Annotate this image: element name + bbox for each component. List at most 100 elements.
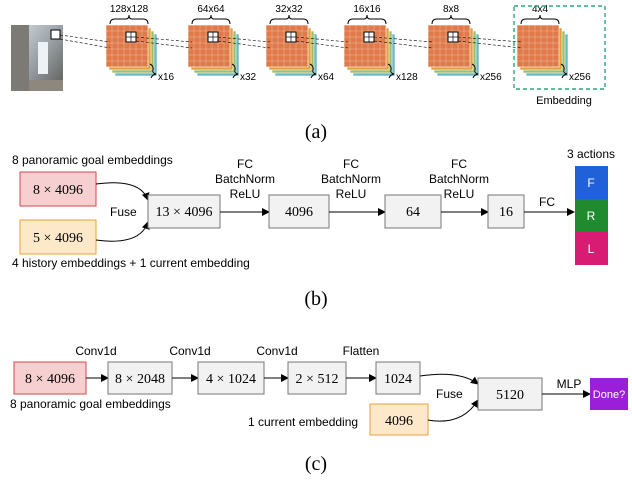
svg-text:FC: FC <box>237 157 253 171</box>
hidden-box-16 <box>487 194 525 229</box>
action-l-box <box>575 232 608 265</box>
stage-count-label: x256 <box>480 72 502 83</box>
flat-to-fuse-arrow <box>419 373 479 385</box>
svg-text:BatchNorm: BatchNorm <box>321 172 381 186</box>
projection-line <box>217 36 271 43</box>
feature-map-layer <box>265 24 309 68</box>
box-4x1024 <box>197 361 265 395</box>
fused-box-label: 13 × 4096 <box>156 205 213 220</box>
svg-text:FC: FC <box>451 157 467 171</box>
history-embeddings-box-label: 5 × 4096 <box>33 231 83 246</box>
brace-side <box>149 63 157 79</box>
conv1d-label-1: Conv1d <box>75 344 116 358</box>
stage-count-label: x128 <box>396 72 418 83</box>
svg-text:ReLU: ReLU <box>444 187 475 201</box>
stage-size-label: 128x128 <box>110 4 149 15</box>
box-1024-flat-label: 1024 <box>384 372 412 387</box>
svg-text:FC: FC <box>343 157 359 171</box>
brace-top <box>431 14 471 25</box>
goal-embeddings-caption: 8 panoramic goal embeddings <box>12 153 173 167</box>
projection-line <box>295 40 349 49</box>
action-r-box <box>575 199 608 232</box>
action-l-label: L <box>588 242 595 256</box>
hidden-box-4096-label: 4096 <box>285 205 313 220</box>
brace-top <box>191 14 231 25</box>
goal-to-fuse-arrow <box>95 182 150 201</box>
fc-bn-relu-label-2: FC BatchNorm ReLU <box>321 157 381 201</box>
fc-label-final: FC <box>539 195 555 209</box>
feature-stages: 128x128 x16 64x64 x32 32x32 x64 16x16 x128 8x8 x2… <box>59 4 591 83</box>
caption-a: (a) <box>305 121 327 143</box>
stage-size-label: 16x16 <box>353 4 381 15</box>
box-1024-flat <box>375 361 421 395</box>
action-f-box <box>575 166 608 199</box>
feature-map-layer <box>516 24 560 68</box>
actions-title: 3 actions <box>567 147 615 161</box>
current-embedding-box <box>369 403 429 436</box>
stage-size-label: 4x4 <box>532 4 549 15</box>
projection-line <box>457 36 522 43</box>
svg-text:ReLU: ReLU <box>230 187 261 201</box>
stage-size-label: 64x64 <box>197 4 225 15</box>
hidden-box-4096 <box>268 194 330 229</box>
brace-top <box>347 14 387 25</box>
panel-a: 128x128 x16 64x64 x32 32x32 x64 16x16 x128 8x8 x2… <box>11 4 606 143</box>
brace-side <box>231 63 239 79</box>
history-embeddings-caption: 4 history embeddings + 1 current embeddi… <box>12 256 250 270</box>
panel-c: Conv1d Conv1d Conv1d Flatten 8 × 4096 8 … <box>10 344 628 475</box>
current-embedding-caption: 1 current embedding <box>248 415 358 429</box>
brace-side <box>471 63 479 79</box>
projection-line <box>135 40 193 49</box>
stage-size-label: 8x8 <box>443 4 460 15</box>
current-embedding-box-label: 4096 <box>385 414 413 429</box>
conv1d-label-3: Conv1d <box>256 344 297 358</box>
brace-top <box>520 14 560 25</box>
embedding-label: Embedding <box>536 95 592 107</box>
caption-b: (b) <box>304 288 327 310</box>
fused-box <box>147 194 221 229</box>
box-4x1024-label: 4 × 1024 <box>206 372 256 387</box>
projection-line <box>457 40 522 49</box>
action-f-label: F <box>587 176 594 190</box>
mlp-label: MLP <box>557 377 582 391</box>
stage-count-label: x32 <box>240 72 257 83</box>
projection-line <box>135 36 193 43</box>
box-2x512-label: 2 × 512 <box>296 372 339 387</box>
box-8x2048-label: 8 × 2048 <box>115 372 165 387</box>
feature-map-stage-6: 4x4 x256 <box>457 4 591 83</box>
brace-side <box>560 63 568 79</box>
goal-embeddings-caption-c: 8 panoramic goal embeddings <box>10 397 171 411</box>
stage-count-label: x64 <box>318 72 335 83</box>
history-to-fuse-arrow <box>95 221 150 242</box>
flatten-label: Flatten <box>343 344 380 358</box>
conv1d-label-2: Conv1d <box>169 344 210 358</box>
panel-b: 8 panoramic goal embeddings 8 × 4096 5 ×… <box>12 147 615 310</box>
fc-bn-relu-label-1: FC BatchNorm ReLU <box>215 157 275 201</box>
goal-embeddings-box-c <box>13 361 87 395</box>
fuse-label-b: Fuse <box>110 205 137 219</box>
goal-embeddings-box-label: 8 × 4096 <box>33 183 83 198</box>
feature-map-layer <box>427 24 471 68</box>
svg-text:ReLU: ReLU <box>336 187 367 201</box>
projection-line <box>59 38 111 49</box>
box-2x512 <box>287 361 347 395</box>
svg-text:BatchNorm: BatchNorm <box>429 172 489 186</box>
svg-text:BatchNorm: BatchNorm <box>215 172 275 186</box>
done-label: Done? <box>593 389 625 401</box>
fused-box-5120-label: 5120 <box>496 388 524 403</box>
brace-top <box>109 14 149 25</box>
embedding-highlight-box <box>513 5 606 90</box>
brace-top <box>269 14 309 25</box>
projection-line <box>217 40 271 49</box>
caption-c: (c) <box>305 453 327 475</box>
brace-side <box>309 63 317 79</box>
feature-map-stage-1: 128x128 x16 <box>59 4 175 83</box>
fuse-label-c: Fuse <box>436 387 463 401</box>
projection-line <box>59 34 111 43</box>
hidden-box-16-label: 16 <box>499 205 513 220</box>
input-image <box>11 25 63 91</box>
goal-embeddings-box <box>19 171 97 207</box>
stage-size-label: 32x32 <box>275 4 303 15</box>
goal-embeddings-box-c-label: 8 × 4096 <box>25 372 75 387</box>
